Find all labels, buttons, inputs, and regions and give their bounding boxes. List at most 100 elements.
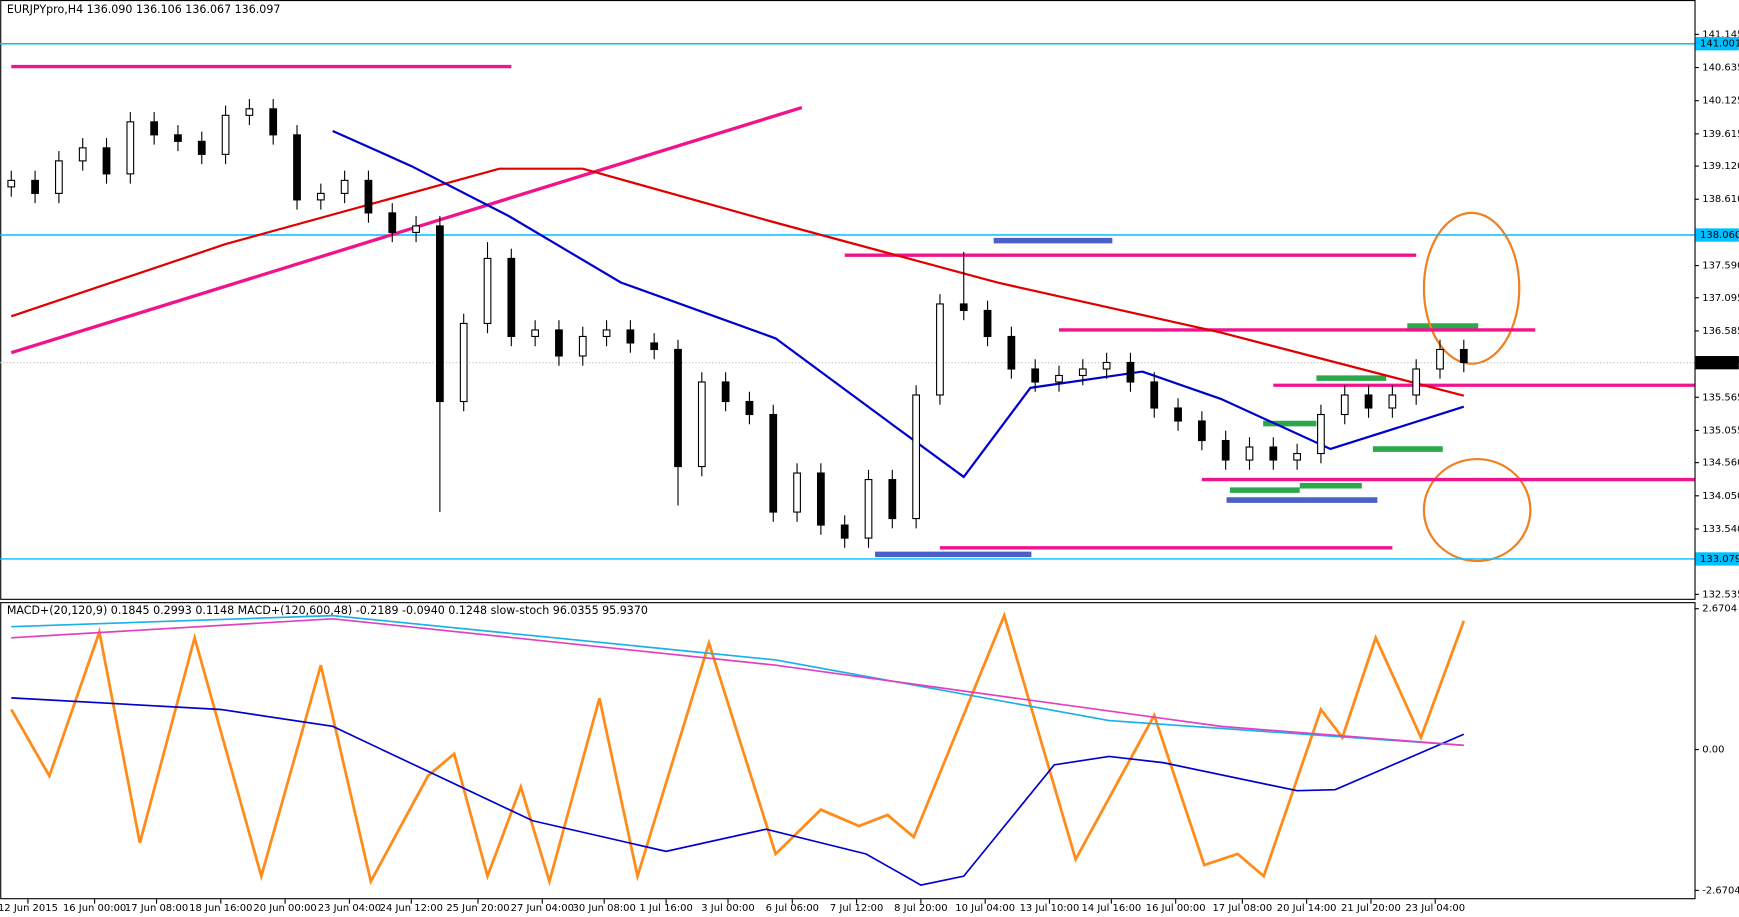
candle-body [507, 257, 516, 338]
candle-body [936, 303, 944, 396]
candle-body [316, 192, 325, 201]
highlight-ellipse [1422, 211, 1521, 365]
candle-body [1269, 446, 1278, 461]
candle-body [1340, 394, 1349, 416]
y-tick-label: 139.615 [1702, 129, 1739, 140]
candle-body [1078, 368, 1087, 377]
candle-body [269, 108, 278, 136]
candle-body [912, 394, 921, 520]
current-price-tag [1695, 356, 1739, 370]
x-tick-label: 16 Jul 00:00 [1146, 903, 1206, 914]
y-tick-label: 137.095 [1702, 293, 1739, 304]
candle-body [340, 179, 349, 194]
candle-body [721, 381, 730, 403]
x-tick-label: 20 Jun 00:00 [253, 903, 316, 914]
y-tick-label: 134.560 [1702, 458, 1739, 469]
candle-body [1031, 368, 1040, 383]
candle-body [697, 381, 706, 468]
y-tick-label: 139.120 [1702, 161, 1739, 172]
candle-body [555, 329, 563, 357]
x-tick-label: 14 Jul 16:00 [1081, 903, 1141, 914]
oscillator-line [11, 617, 1464, 747]
candle-body [1221, 439, 1230, 461]
candle-body [1317, 413, 1325, 455]
y-tick-label: 136.585 [1702, 326, 1739, 337]
candle-body [1102, 361, 1111, 370]
x-tick-label: 7 Jul 12:00 [830, 903, 883, 914]
x-tick-label: 8 Jul 20:00 [894, 903, 947, 914]
candle-body [1293, 452, 1302, 461]
main-pane-frame [0, 0, 1696, 600]
candle-body [174, 134, 182, 142]
candle-body [602, 329, 611, 338]
candle-body [626, 329, 635, 344]
current-price-label: 136.097 [1700, 358, 1739, 369]
x-tick-label: 30 Jun 08:00 [573, 903, 636, 914]
candle-body [864, 478, 873, 539]
x-tick-label: 23 Jun 04:00 [318, 903, 381, 914]
x-tick-label: 27 Jun 04:00 [511, 903, 574, 914]
candle-body [412, 225, 420, 233]
x-tick-label: 17 Jul 08:00 [1212, 903, 1272, 914]
candle-body [1388, 394, 1397, 409]
x-tick-label: 21 Jul 20:00 [1341, 903, 1401, 914]
x-tick-label: 24 Jun 12:00 [380, 903, 443, 914]
candle-body [531, 329, 540, 338]
oscillator-line [10, 611, 1466, 887]
oscillator-line [11, 697, 1465, 886]
candle-body [1150, 381, 1159, 409]
x-tick-label: 3 Jul 00:00 [701, 903, 754, 914]
candle-body [1245, 446, 1254, 461]
candle-body [55, 160, 63, 194]
x-tick-label: 1 Jul 16:00 [639, 903, 692, 914]
candle-body [197, 140, 206, 155]
y-tick-label: 135.055 [1702, 425, 1739, 436]
level-tag [1695, 37, 1739, 51]
highlight-ellipse [1422, 457, 1532, 563]
candle-body [1007, 335, 1016, 370]
level-tag-label: 138.060 [1700, 230, 1739, 241]
candle-body [126, 121, 135, 175]
candle-body [650, 342, 659, 351]
candle-body [221, 114, 230, 155]
macd-pane-frame [0, 602, 1696, 900]
candle-body [816, 472, 825, 526]
candle-body [1412, 368, 1421, 396]
annotations [875, 211, 1532, 563]
y2-tick-label: 2.6704 [1702, 604, 1737, 615]
y-tick-label: 133.540 [1702, 524, 1739, 535]
candle-body [959, 303, 968, 312]
y2-tick-label: 0.00 [1702, 745, 1724, 756]
chart-title: EURJPYpro,H4 136.090 136.106 136.067 136… [7, 3, 281, 16]
x-tick-label: 25 Jun 20:00 [446, 903, 509, 914]
candle-body [150, 121, 159, 136]
candle-body [983, 309, 992, 338]
candle-body [1055, 374, 1063, 383]
x-tick-label: 18 Jun 16:00 [189, 903, 252, 914]
y2-tick-label: -2.6704 [1702, 885, 1739, 896]
x-tick-label: 12 Jun 2015 [0, 903, 58, 914]
level-tag-label: 141.001 [1700, 39, 1739, 50]
candle-body [769, 413, 778, 513]
candle-body [578, 335, 587, 357]
x-tick-label: 6 Jul 06:00 [766, 903, 819, 914]
moving-average [10, 167, 1465, 397]
candle-body [745, 400, 754, 416]
level-tag-label: 133.079 [1700, 554, 1739, 565]
candle-body [1364, 394, 1373, 409]
y-tick-label: 140.125 [1702, 96, 1739, 107]
candle-body [459, 322, 468, 403]
candle-body [888, 478, 897, 520]
oscillator-line [11, 614, 1464, 747]
candle-body [1174, 407, 1182, 422]
candle-body [1197, 420, 1206, 442]
candle-body [7, 179, 16, 188]
candle-body [293, 134, 301, 201]
candle-body [1436, 348, 1444, 370]
candle-body [102, 147, 111, 175]
candle-body [388, 212, 397, 233]
candle-body [1459, 348, 1468, 364]
candle-body [840, 524, 849, 539]
